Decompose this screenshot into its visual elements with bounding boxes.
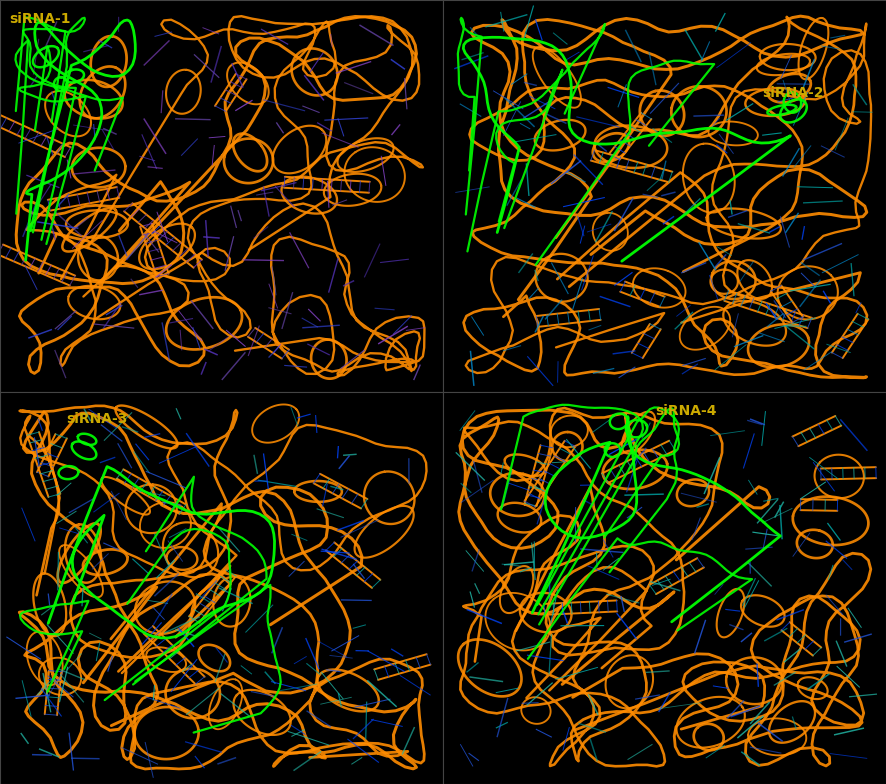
- Text: siRNA-1: siRNA-1: [9, 12, 70, 26]
- Text: siRNA-4: siRNA-4: [656, 404, 717, 418]
- Text: siRNA-2: siRNA-2: [762, 86, 823, 100]
- Text: siRNA-3: siRNA-3: [66, 412, 128, 426]
